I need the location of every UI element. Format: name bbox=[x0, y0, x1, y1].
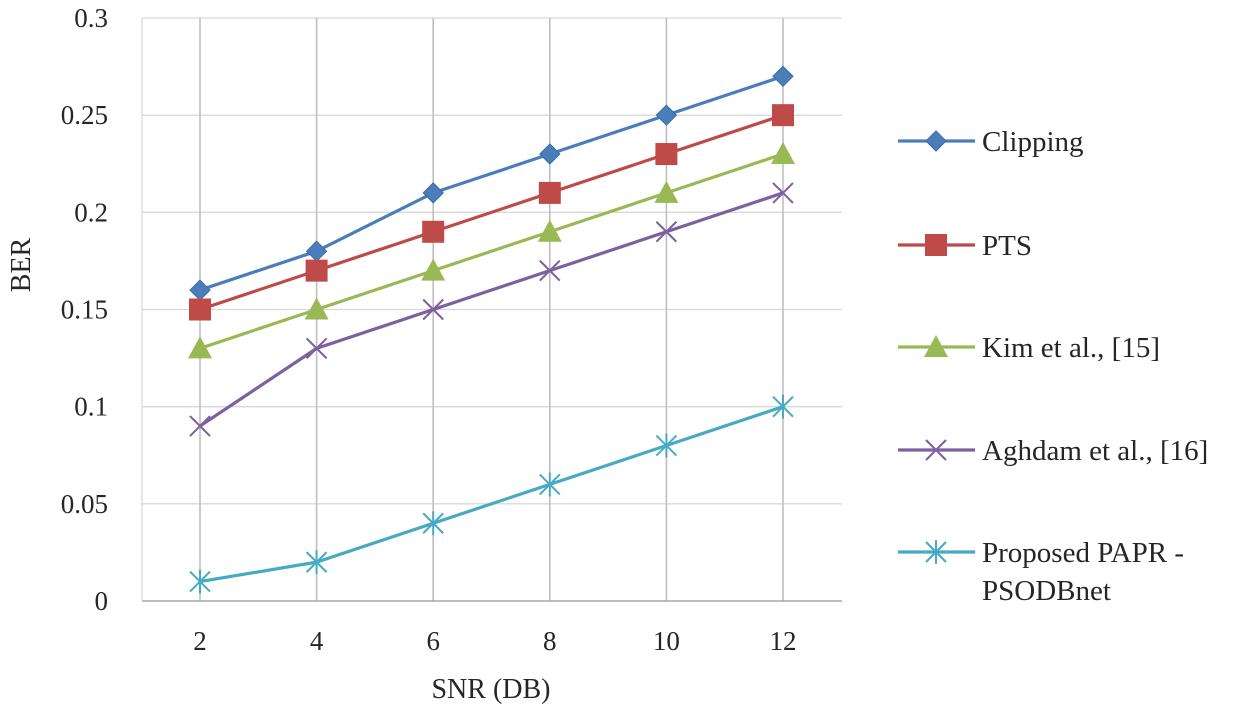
data-point bbox=[189, 415, 211, 437]
x-tick-label: 10 bbox=[653, 626, 680, 656]
series-3 bbox=[188, 142, 795, 359]
data-point bbox=[305, 259, 328, 282]
data-point bbox=[189, 279, 211, 301]
series-line bbox=[199, 405, 784, 584]
legend-marker bbox=[925, 130, 947, 152]
series-1 bbox=[189, 65, 794, 301]
series-2 bbox=[189, 104, 794, 321]
tick-labels: 0 0.05 0.1 0.15 0.2 0.25 0.3 2 4 6 8 10 12 bbox=[61, 3, 797, 656]
data-point bbox=[772, 65, 794, 88]
data-point bbox=[305, 240, 328, 262]
data-point bbox=[189, 569, 211, 594]
legend-label: Kim et al., [15] bbox=[982, 332, 1160, 364]
legend-marker bbox=[925, 234, 947, 256]
data-point bbox=[539, 143, 561, 165]
series-5 bbox=[189, 394, 794, 594]
series-line bbox=[199, 74, 784, 292]
data-point bbox=[421, 258, 446, 281]
x-tick-label: 12 bbox=[770, 626, 797, 656]
y-tick-label: 0.25 bbox=[61, 100, 108, 130]
legend-label: Proposed PAPR -PSODBnet bbox=[982, 537, 1184, 607]
data-point bbox=[422, 298, 444, 321]
y-tick-label: 0 bbox=[95, 586, 109, 616]
data-point bbox=[772, 182, 794, 204]
x-tick-label: 6 bbox=[426, 626, 440, 656]
legend-item-3: Kim et al., [15] bbox=[898, 332, 1160, 364]
legend-marker bbox=[925, 439, 947, 461]
x-axis-title: SNR (DB) bbox=[431, 674, 550, 705]
data-point bbox=[188, 336, 212, 359]
axes bbox=[141, 18, 842, 602]
legend-item-5: Proposed PAPR -PSODBnet bbox=[898, 537, 1184, 607]
x-tick-label: 4 bbox=[310, 626, 324, 656]
series-layer bbox=[188, 65, 795, 594]
y-tick-label: 0.15 bbox=[61, 295, 108, 325]
y-tick-label: 0.2 bbox=[74, 197, 108, 227]
series-line bbox=[199, 113, 784, 312]
legend-label: Aghdam et al., [16] bbox=[982, 435, 1208, 467]
data-point bbox=[655, 433, 678, 458]
data-point bbox=[539, 472, 561, 497]
legend-label: Clipping bbox=[982, 126, 1084, 158]
data-point bbox=[772, 104, 794, 127]
x-tick-label: 2 bbox=[193, 626, 207, 656]
legend: Clipping PTS Kim et al., [15] Aghdam et al.… bbox=[898, 126, 1208, 607]
x-tick-label: 8 bbox=[543, 626, 557, 656]
data-point bbox=[772, 394, 794, 419]
grid bbox=[142, 17, 842, 601]
data-point bbox=[422, 220, 445, 243]
data-point bbox=[304, 297, 329, 320]
data-point bbox=[537, 219, 562, 242]
data-point bbox=[422, 182, 444, 204]
y-axis-title: BER bbox=[6, 237, 37, 292]
series-line bbox=[199, 191, 784, 428]
data-point bbox=[189, 298, 211, 321]
data-point bbox=[422, 511, 444, 536]
legend-marker bbox=[924, 335, 948, 357]
legend-item-1: Clipping bbox=[898, 126, 1084, 158]
legend-marker bbox=[925, 540, 947, 564]
y-tick-label: 0.3 bbox=[74, 3, 108, 33]
data-point bbox=[539, 259, 561, 282]
data-point bbox=[305, 337, 328, 360]
data-point bbox=[771, 142, 795, 165]
series-line bbox=[199, 152, 784, 350]
legend-label: PTS bbox=[982, 230, 1032, 262]
series-4 bbox=[189, 182, 794, 437]
legend-item-4: Aghdam et al., [16] bbox=[898, 435, 1208, 467]
data-point bbox=[655, 221, 678, 243]
data-point bbox=[538, 181, 561, 204]
data-point bbox=[655, 104, 678, 126]
y-tick-label: 0.05 bbox=[61, 489, 108, 519]
y-tick-label: 0.1 bbox=[74, 392, 108, 422]
legend-item-2: PTS bbox=[898, 230, 1032, 262]
data-point bbox=[654, 180, 679, 203]
data-point bbox=[305, 550, 328, 575]
data-point bbox=[655, 143, 678, 166]
